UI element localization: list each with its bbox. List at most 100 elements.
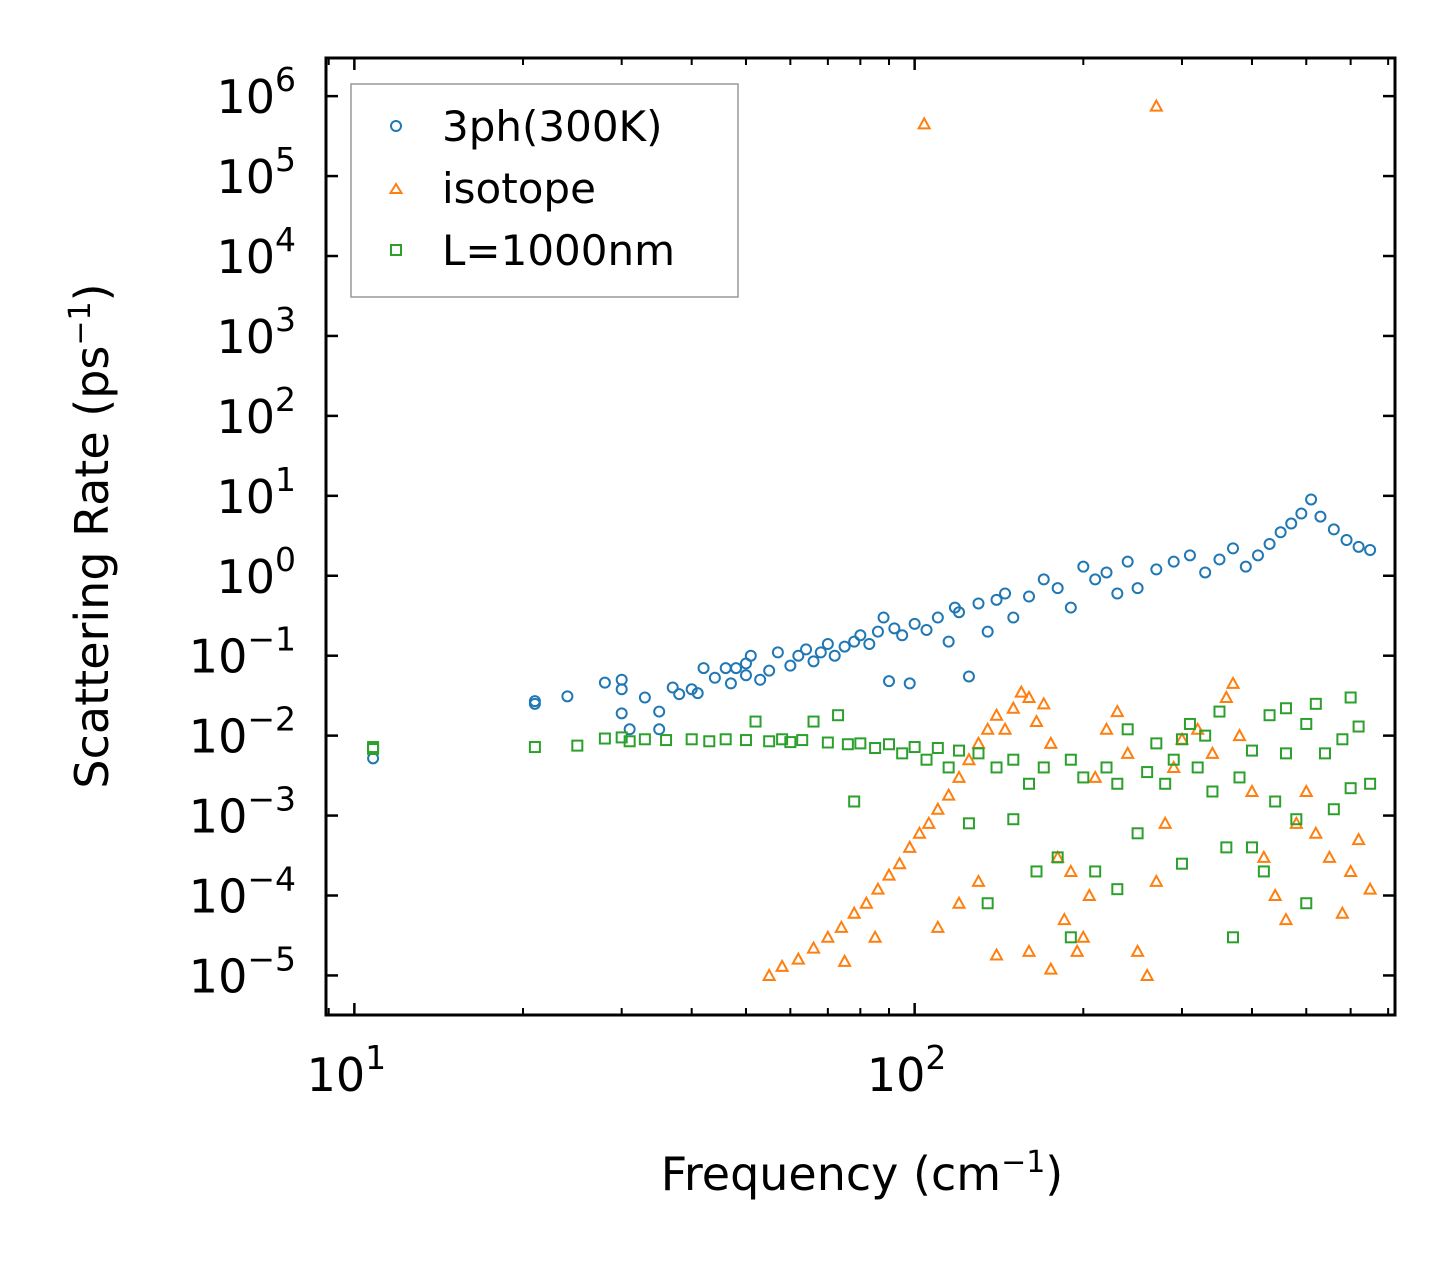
x-axis-label: Frequency (cm−1) [661, 1145, 1064, 1201]
point-isotope [1343, 863, 1358, 877]
point-l1000nm [1257, 865, 1270, 878]
x-tick-label: 102 [867, 1038, 947, 1102]
point-3ph [863, 638, 876, 651]
point-isotope [846, 905, 862, 919]
point-isotope [1021, 943, 1037, 957]
point-isotope [1278, 911, 1294, 926]
point-isotope [961, 752, 977, 766]
point-3ph [653, 723, 666, 736]
point-l1000nm [1023, 777, 1036, 790]
point-l1000nm [1007, 753, 1020, 766]
point-l1000nm [1030, 865, 1043, 878]
y-tick-label: 102 [216, 380, 296, 444]
point-l1000nm [1100, 761, 1113, 774]
point-3ph [724, 677, 737, 690]
point-isotope [867, 929, 883, 943]
point-isotope [1036, 696, 1051, 710]
point-isotope [834, 919, 849, 933]
point-l1000nm [883, 738, 896, 751]
point-isotope [1076, 929, 1091, 943]
point-3ph [1263, 537, 1276, 550]
point-isotope [1335, 905, 1350, 919]
point-l1000nm [1199, 729, 1212, 742]
point-l1000nm [972, 747, 985, 760]
point-3ph [854, 629, 867, 642]
point-l1000nm [953, 744, 966, 757]
point-3ph [598, 676, 611, 689]
point-3ph [871, 625, 884, 638]
point-isotope [997, 721, 1013, 735]
point-l1000nm [1300, 717, 1313, 730]
point-isotope [1351, 832, 1366, 846]
point-l1000nm [848, 795, 861, 808]
point-l1000nm [821, 736, 834, 749]
point-l1000nm [1089, 865, 1102, 878]
point-l1000nm [749, 715, 762, 728]
point-isotope [1322, 849, 1337, 863]
point-3ph [814, 646, 827, 659]
point-3ph [1327, 523, 1340, 536]
point-isotope [1069, 943, 1085, 957]
point-l1000nm [1206, 785, 1219, 798]
point-3ph [784, 659, 797, 672]
point-3ph [528, 695, 541, 708]
point-isotope [1043, 961, 1059, 975]
point-3ph [1121, 555, 1134, 568]
point-isotope [761, 967, 777, 981]
point-3ph [1111, 587, 1124, 600]
point-isotope [1120, 745, 1135, 759]
point-3ph [697, 662, 710, 675]
point-l1000nm [784, 736, 797, 749]
point-3ph [1239, 560, 1252, 573]
point-isotope [892, 856, 907, 870]
point-l1000nm [685, 733, 698, 746]
point-3ph [800, 643, 813, 656]
point-3ph [1314, 510, 1327, 523]
point-3ph [1037, 573, 1050, 586]
tick-labels: 101 102 106 105 104 103 102 101 100 10−1 10−2 10−3 1… [189, 60, 947, 1102]
point-3ph [1364, 544, 1377, 557]
point-isotope [1256, 849, 1272, 863]
point-3ph [1227, 542, 1240, 555]
point-isotope [859, 895, 874, 909]
point-isotope [921, 815, 937, 829]
point-3ph [615, 683, 628, 696]
point-3ph [1183, 549, 1196, 562]
point-isotope [1149, 98, 1164, 112]
point-3ph [908, 617, 921, 630]
point-l1000nm [598, 732, 611, 745]
point-isotope [1166, 759, 1181, 773]
point-l1000nm [1352, 720, 1365, 733]
point-l1000nm [1159, 777, 1172, 790]
point-3ph [962, 670, 975, 683]
point-isotope [1289, 815, 1304, 829]
point-3ph [673, 688, 686, 701]
point-isotope [951, 769, 967, 783]
point-isotope [1219, 689, 1234, 703]
point-isotope [1362, 881, 1378, 895]
point-isotope [820, 929, 836, 943]
point-isotope [1267, 887, 1283, 902]
legend-square-marker [390, 244, 402, 256]
point-3ph [999, 587, 1012, 600]
point-isotope [870, 881, 886, 895]
legend-circle-marker [390, 120, 402, 132]
point-3ph [615, 707, 628, 720]
point-l1000nm [1064, 931, 1077, 944]
y-axis-label: Scattering Rate (ps−1) [63, 283, 119, 788]
point-isotope [774, 958, 790, 972]
point-l1000nm [1233, 771, 1246, 784]
point-3ph [730, 662, 743, 675]
point-3ph [1285, 517, 1298, 530]
point-l1000nm [1175, 733, 1188, 746]
point-isotope [1057, 911, 1072, 926]
point-3ph [828, 649, 841, 662]
point-3ph [744, 649, 757, 662]
y-tick-label: 100 [216, 540, 296, 604]
point-3ph [638, 691, 651, 704]
point-3ph [942, 635, 955, 648]
point-l1000nm [1007, 813, 1020, 826]
point-l1000nm [1077, 771, 1090, 784]
point-l1000nm [1290, 813, 1303, 826]
point-isotope [881, 867, 897, 881]
